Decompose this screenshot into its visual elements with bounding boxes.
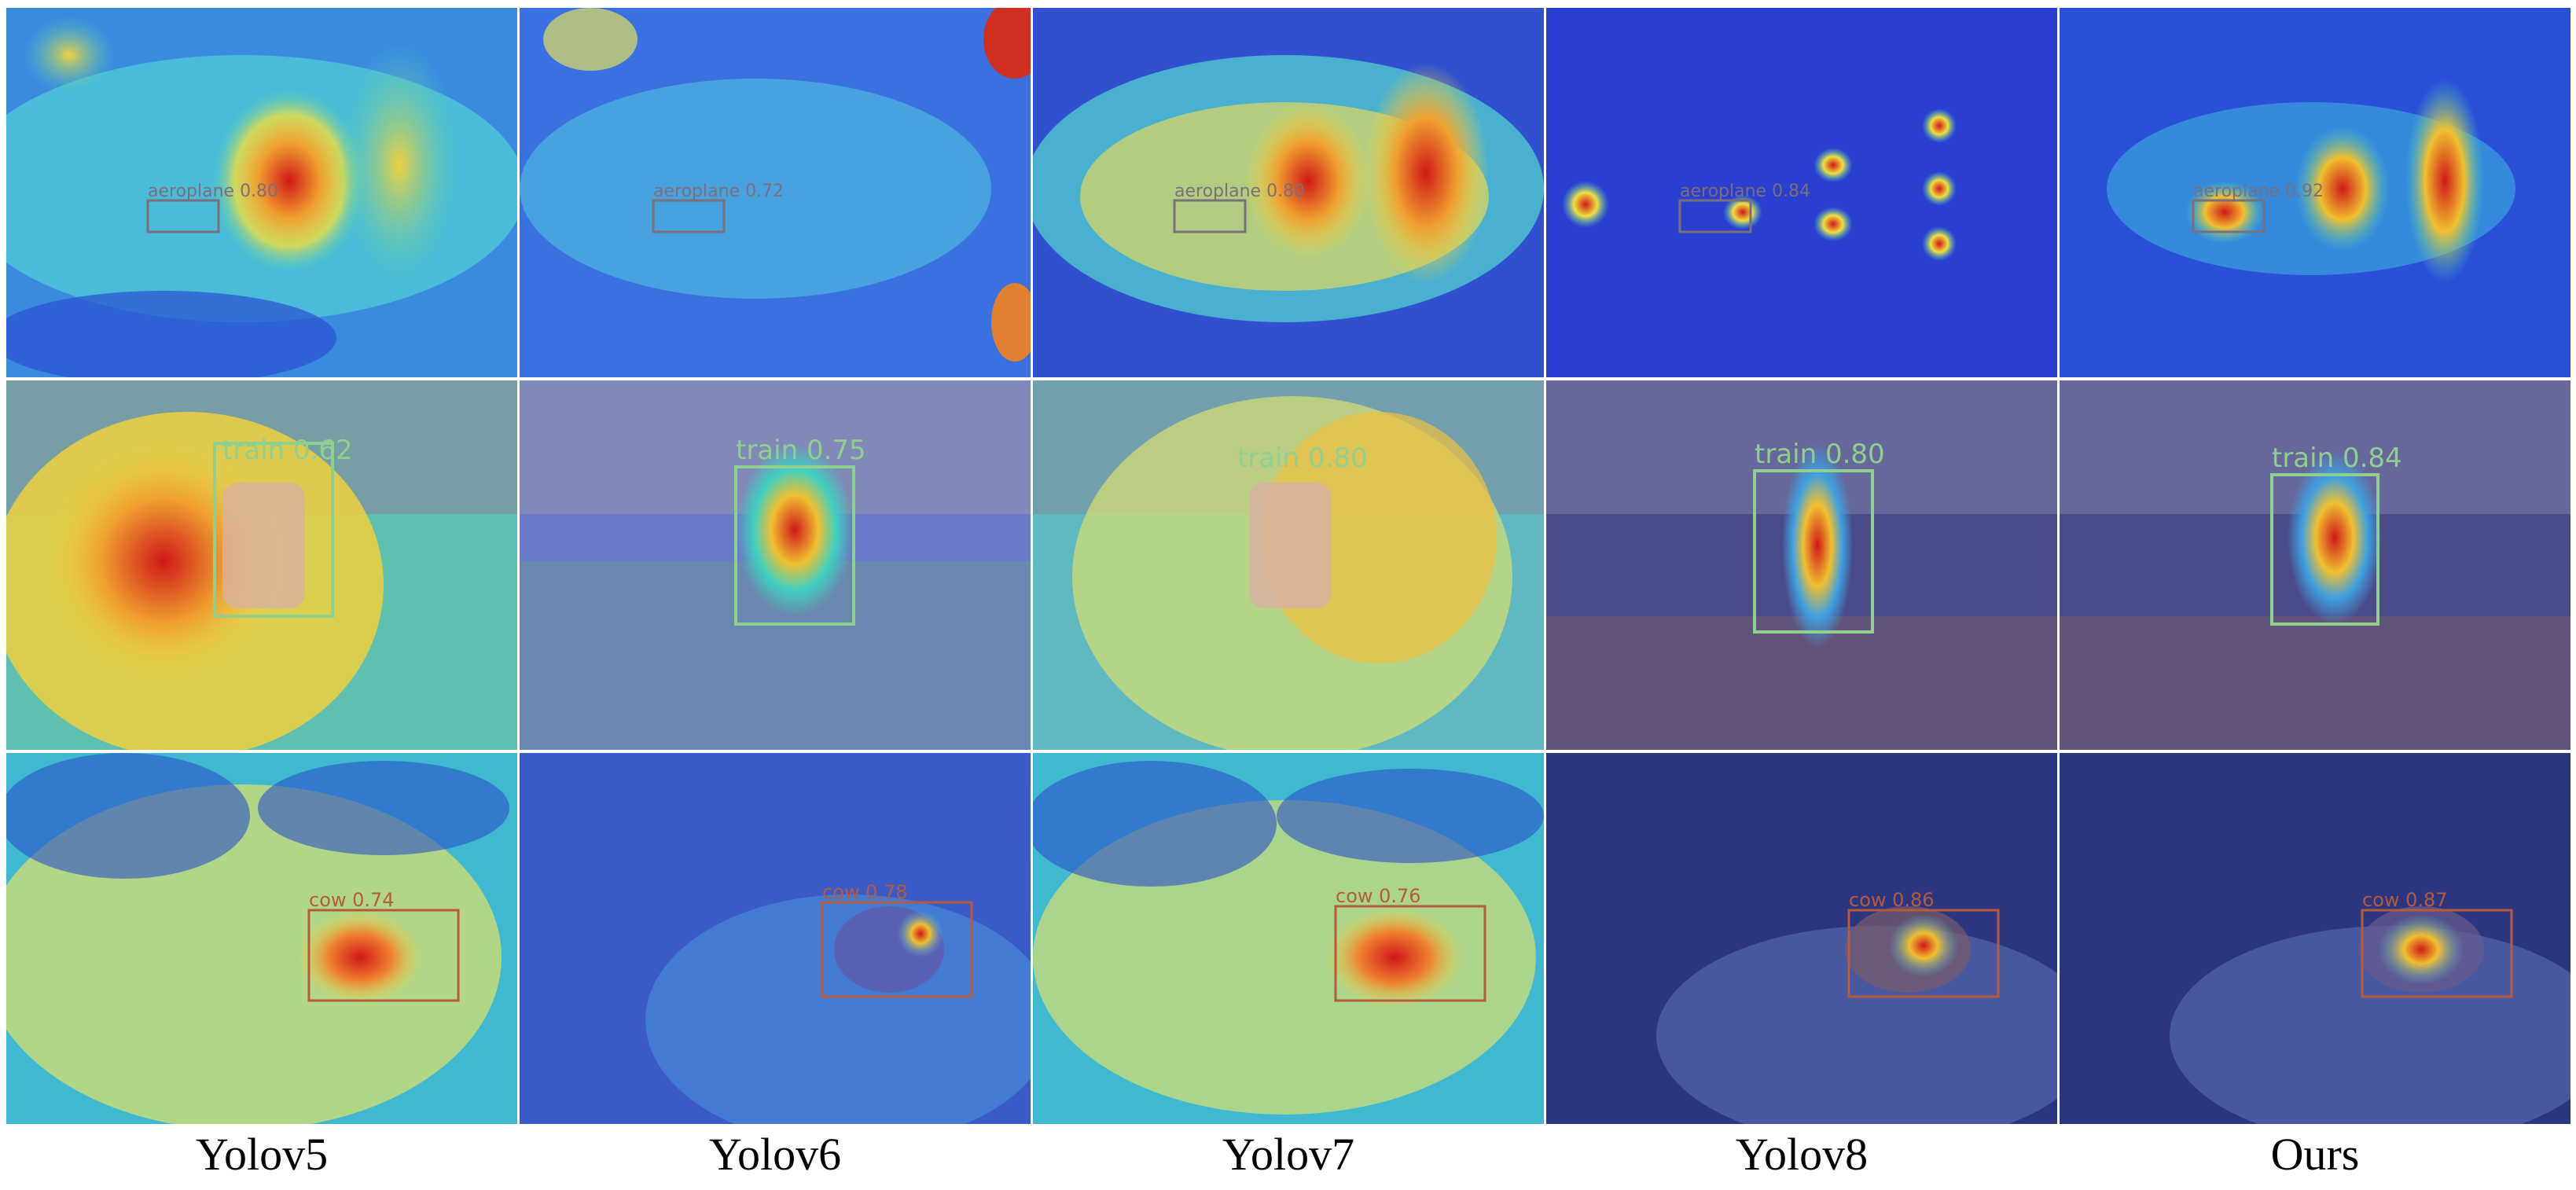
- cell-aeroplane-yolov6: aeroplane 0.72: [520, 8, 1031, 377]
- column-label-yolov8: Yolov8: [1735, 1129, 1869, 1180]
- detection-label: aeroplane 0.72: [653, 182, 784, 201]
- cell-train-yolov5: train 0.62: [6, 380, 517, 750]
- cell-aeroplane-yolov5: aeroplane 0.80: [6, 8, 517, 377]
- detection-label: cow 0.86: [1849, 889, 1935, 911]
- column-label-yolov5: Yolov5: [195, 1129, 329, 1180]
- cell-aeroplane-yolov7: aeroplane 0.80: [1033, 8, 1544, 377]
- detection-label: aeroplane 0.80: [148, 182, 278, 201]
- cell-train-ours: train 0.84: [2060, 380, 2570, 750]
- detection-label: train 0.80: [1237, 443, 1368, 474]
- detection-label: aeroplane 0.80: [1174, 182, 1305, 201]
- detection-label: aeroplane 0.84: [1680, 182, 1810, 201]
- cell-train-yolov7: train 0.80: [1033, 380, 1544, 750]
- detection-label: train 0.80: [1755, 439, 1885, 470]
- detection-label: cow 0.87: [2362, 889, 2448, 911]
- cell-aeroplane-ours: aeroplane 0.92: [2060, 8, 2570, 377]
- cell-cow-yolov8: cow 0.86: [1546, 753, 2057, 1124]
- cell-train-yolov6: train 0.75: [520, 380, 1031, 750]
- detection-label: train 0.62: [222, 435, 353, 466]
- column-label-yolov6: Yolov6: [708, 1129, 842, 1180]
- column-label-yolov7: Yolov7: [1222, 1129, 1355, 1180]
- cell-cow-yolov5: cow 0.74: [6, 753, 517, 1124]
- cell-cow-yolov6: cow 0.78: [520, 753, 1031, 1124]
- cell-aeroplane-yolov8: aeroplane 0.84: [1546, 8, 2057, 377]
- detection-label: cow 0.74: [309, 889, 395, 911]
- detection-label: train 0.75: [736, 435, 866, 466]
- detection-label: cow 0.78: [822, 881, 908, 903]
- detection-label: train 0.84: [2272, 443, 2402, 474]
- cell-train-yolov8: train 0.80: [1546, 380, 2057, 750]
- detection-label: cow 0.76: [1336, 885, 1421, 907]
- column-label-ours: Ours: [2270, 1129, 2360, 1180]
- cell-cow-ours: cow 0.87: [2060, 753, 2570, 1124]
- detection-label: aeroplane 0.92: [2193, 182, 2324, 201]
- cell-cow-yolov7: cow 0.76: [1033, 753, 1544, 1124]
